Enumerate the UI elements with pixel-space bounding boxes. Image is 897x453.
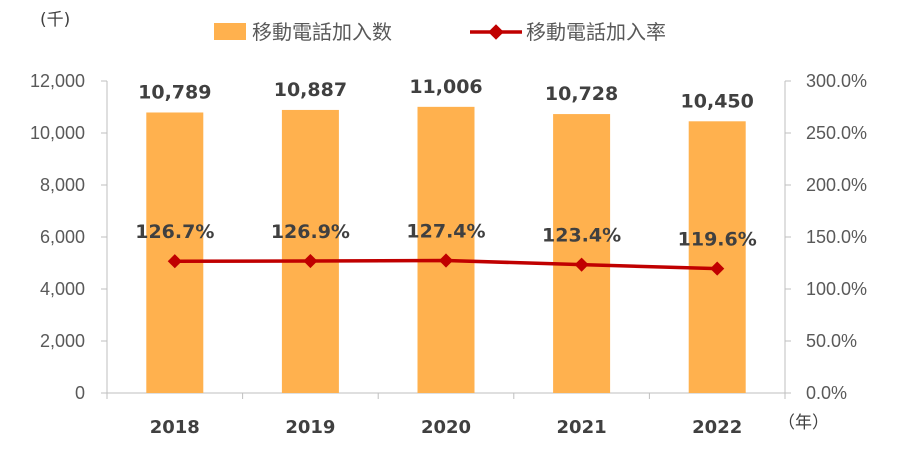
- legend: 移動電話加入数 移動電話加入率: [214, 20, 666, 44]
- bar: [146, 112, 204, 394]
- line-point: [303, 253, 318, 269]
- left-tick-label: 2,000: [40, 331, 85, 351]
- line-value-label: 123.4%: [542, 225, 621, 247]
- legend-line-label: 移動電話加入率: [526, 20, 666, 44]
- left-tick-label: 8,000: [40, 175, 85, 195]
- bar-value-label: 10,450: [681, 90, 754, 112]
- left-tick-label: 6,000: [40, 227, 85, 247]
- bar-value-label: 11,006: [409, 76, 482, 98]
- bar-value-label: 10,887: [274, 79, 347, 101]
- left-tick-label: 10,000: [30, 123, 85, 143]
- line-value-label: 119.6%: [678, 229, 757, 251]
- line-series: [167, 253, 725, 276]
- right-tick-label: 150.0%: [806, 227, 867, 247]
- line-point: [574, 257, 589, 272]
- left-tick-label: 4,000: [40, 279, 85, 299]
- x-tick-label: 2022: [692, 417, 742, 438]
- bar: [281, 109, 339, 394]
- x-axis-labels: 2018 2019 2020 2021 2022: [150, 417, 743, 438]
- legend-bar-label: 移動電話加入数: [252, 20, 392, 44]
- line-data-labels: 126.7% 126.9% 127.4% 123.4% 119.6%: [135, 221, 757, 251]
- left-axis-unit: (千): [40, 10, 70, 30]
- right-tick-label: 250.0%: [806, 123, 867, 143]
- x-tick-label: 2021: [557, 417, 607, 438]
- left-tick-label: 0: [75, 383, 85, 403]
- legend-line-marker: [488, 24, 504, 40]
- bar-data-labels: 10,789 10,887 11,006 10,728 10,450: [138, 76, 754, 112]
- bar-series: [146, 106, 746, 394]
- x-axis-unit: （年）: [778, 413, 829, 433]
- left-axis: 0 2,000 4,000 6,000 8,000 10,000 12,000: [30, 71, 107, 403]
- x-tick-label: 2020: [421, 417, 471, 438]
- right-tick-label: 50.0%: [806, 331, 857, 351]
- bar: [688, 121, 746, 394]
- right-axis: 0.0% 50.0% 100.0% 150.0% 200.0% 250.0% 300.0%: [785, 71, 867, 403]
- right-tick-label: 100.0%: [806, 279, 867, 299]
- line-point: [438, 253, 454, 268]
- bar-value-label: 10,789: [138, 81, 211, 103]
- left-tick-label: 12,000: [30, 71, 85, 91]
- right-tick-label: 300.0%: [806, 71, 867, 91]
- right-tick-label: 200.0%: [806, 175, 867, 195]
- right-tick-label: 0.0%: [806, 383, 847, 403]
- legend-bar-swatch: [214, 23, 246, 40]
- bar: [417, 106, 475, 394]
- line-value-label: 126.9%: [271, 221, 350, 243]
- line-value-label: 126.7%: [135, 221, 214, 243]
- line-value-label: 127.4%: [406, 221, 485, 243]
- line-point: [167, 254, 182, 269]
- x-tick-label: 2019: [285, 417, 335, 438]
- line-point: [710, 261, 725, 276]
- bar-value-label: 10,728: [545, 83, 618, 105]
- x-tick-label: 2018: [150, 417, 200, 438]
- bar: [553, 114, 611, 394]
